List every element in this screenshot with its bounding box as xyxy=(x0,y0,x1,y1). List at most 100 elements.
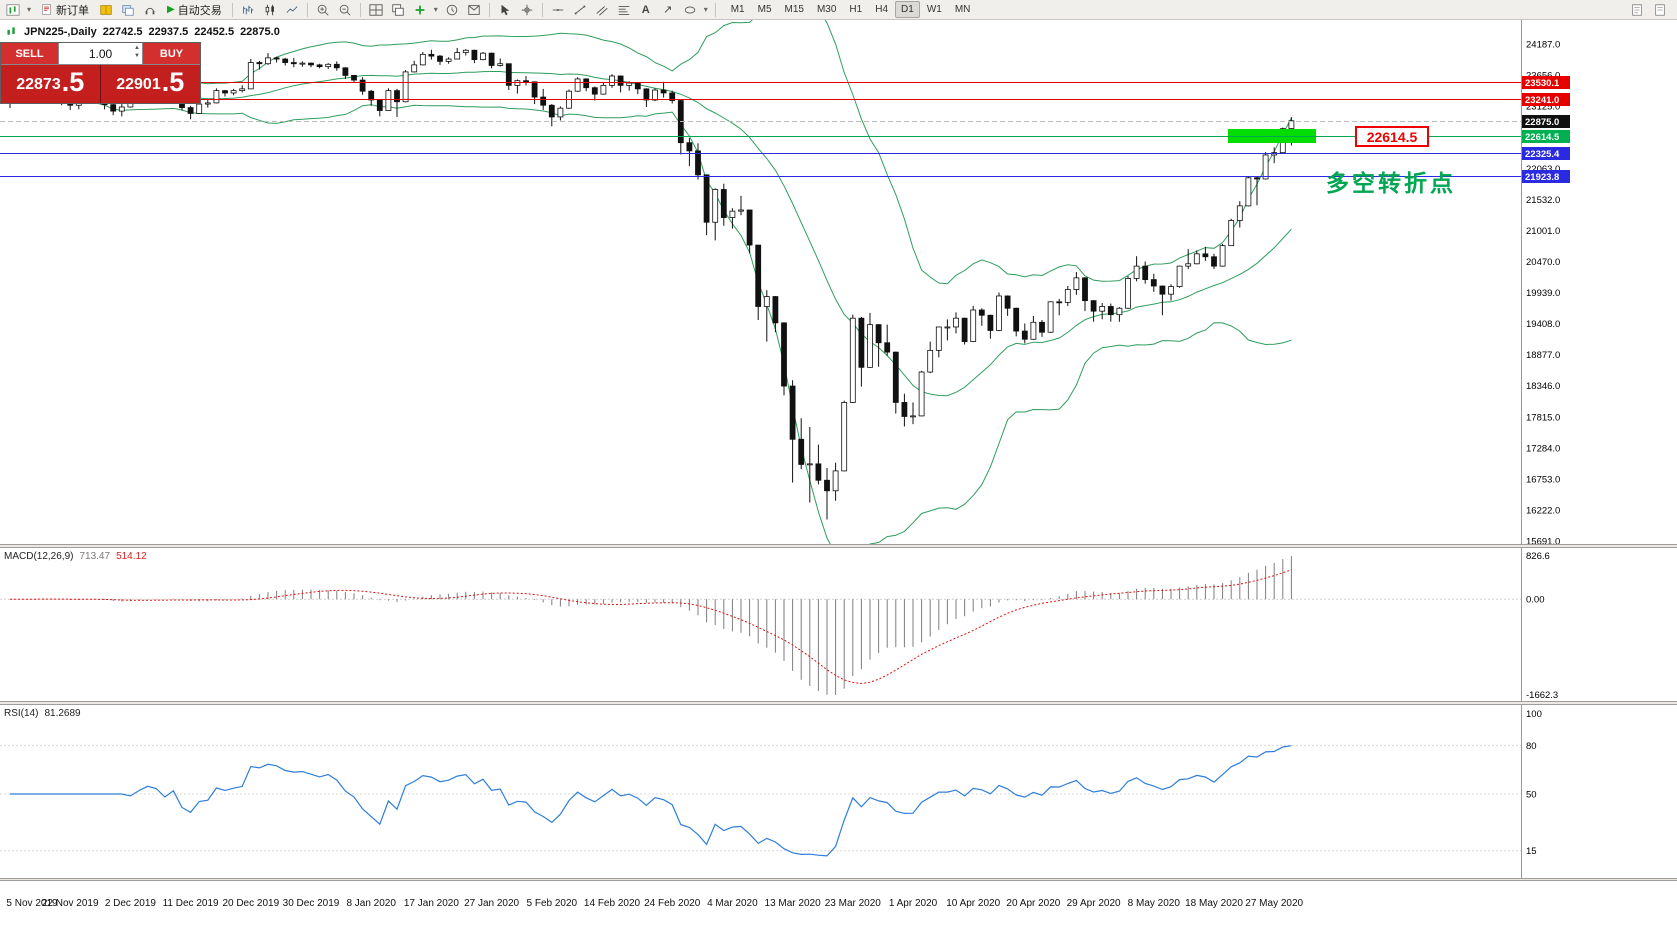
panel-separator[interactable] xyxy=(0,701,1677,705)
window-doc-icon[interactable] xyxy=(1627,2,1647,18)
line-chart-icon[interactable] xyxy=(282,2,302,18)
macd-axis-label: -1662.3 xyxy=(1526,690,1558,701)
date-label: 8 Jan 2020 xyxy=(346,898,396,909)
turning-point-annotation[interactable]: 多空转折点 xyxy=(1326,170,1456,196)
main-chart[interactable]: 24187.023656.023125.022063.021532.021001… xyxy=(0,20,1677,544)
price-badge xyxy=(1522,147,1570,160)
crosshair-icon[interactable] xyxy=(517,2,537,18)
arrows-tool-icon[interactable]: ↗ xyxy=(663,4,673,16)
price-badge-label: 22614.5 xyxy=(1525,132,1560,143)
buy-button[interactable]: BUY xyxy=(143,43,200,64)
timeframe-toolbar: M1 M5 M15 M30 H1 H4 D1 W1 MN xyxy=(725,1,977,18)
price-badge xyxy=(1522,93,1570,106)
timeframe-button-m1[interactable]: M1 xyxy=(730,4,745,15)
date-label: 1 Apr 2020 xyxy=(888,898,938,909)
date-label: 11 Dec 2019 xyxy=(162,898,219,909)
date-label: 10 Apr 2020 xyxy=(946,898,1001,909)
timeframe-button-d1[interactable]: D1 xyxy=(895,1,920,18)
chart-profiles-icon[interactable] xyxy=(118,2,138,18)
new-chart-dropdown-icon[interactable]: ▾ xyxy=(26,5,31,14)
shapes-dropdown-icon[interactable]: ▾ xyxy=(703,5,708,14)
timeframe-button-h1[interactable]: H1 xyxy=(849,4,863,15)
date-label: 18 May 2020 xyxy=(1185,898,1243,909)
one-click-trading-panel: SELL 1.00 ▲ ▼ BUY 22873.5 22901.5 xyxy=(0,42,201,104)
timeframe-button-h4[interactable]: H4 xyxy=(875,4,889,15)
tile-windows-icon[interactable] xyxy=(366,2,386,18)
templates-icon[interactable] xyxy=(464,2,484,18)
panel-separator[interactable] xyxy=(0,544,1677,548)
supply-zone-rectangle[interactable] xyxy=(1228,128,1316,143)
timeframe-button-mn[interactable]: MN xyxy=(954,4,971,15)
date-label: 29 Apr 2020 xyxy=(1066,898,1121,909)
add-indicator-dropdown-icon[interactable]: ▾ xyxy=(433,5,438,14)
rsi-name: RSI(14) xyxy=(4,708,39,719)
window-doc2-icon[interactable] xyxy=(1650,2,1670,18)
macd-panel[interactable]: 826.6 0.00 -1662.3 xyxy=(0,548,1677,701)
price-axis-label: 23125.0 xyxy=(1526,102,1560,113)
price-axis-label: 20470.0 xyxy=(1526,257,1560,268)
panel-separator[interactable] xyxy=(0,878,1677,881)
add-indicator-icon[interactable] xyxy=(410,2,430,18)
candlestick-chart-icon[interactable] xyxy=(260,2,280,18)
date-label: 30 Dec 2019 xyxy=(282,898,340,909)
volume-spinner[interactable]: ▲ ▼ xyxy=(134,44,140,60)
bollinger-bands xyxy=(9,20,1292,544)
ohlc-low: 22452.5 xyxy=(194,25,235,38)
trendline-tool-icon[interactable] xyxy=(570,2,590,18)
macd-name: MACD(12,26,9) xyxy=(4,551,74,562)
date-label: 8 May 2020 xyxy=(1127,898,1180,909)
time-axis[interactable]: 5 Nov 2019 22 Nov 2019 2 Dec 2019 11 Dec 20… xyxy=(0,881,1677,945)
auto-trading-button[interactable]: ▶ 自动交易 xyxy=(162,2,227,18)
period-clock-icon[interactable] xyxy=(442,2,462,18)
sell-button[interactable]: SELL xyxy=(1,43,58,64)
sell-price[interactable]: 22873.5 xyxy=(1,65,101,103)
date-label: 27 Jan 2020 xyxy=(464,898,520,909)
new-chart-icon[interactable] xyxy=(3,2,23,18)
timeframe-button-m5[interactable]: M5 xyxy=(757,4,772,15)
date-label: 13 Mar 2020 xyxy=(764,898,821,909)
cursor-icon[interactable] xyxy=(495,2,515,18)
new-order-button[interactable]: 新订单 xyxy=(35,2,94,18)
bar-chart-icon[interactable] xyxy=(238,2,258,18)
date-label: 14 Feb 2020 xyxy=(583,898,641,909)
sell-price-fraction: .5 xyxy=(61,67,85,97)
rsi-panel[interactable]: 100 80 50 15 xyxy=(0,705,1677,878)
timeframe-button-w1[interactable]: W1 xyxy=(926,4,942,15)
volume-input[interactable]: 1.00 ▲ ▼ xyxy=(58,43,143,64)
symbol-period-label: JPN225-,Daily xyxy=(24,25,97,38)
chart-ohlc-info: JPN225-,Daily 22742.5 22937.5 22452.5 22… xyxy=(5,25,280,38)
price-axis-label: 24187.0 xyxy=(1526,40,1560,51)
channel-tool-icon[interactable] xyxy=(592,2,612,18)
zoom-out-icon[interactable] xyxy=(335,2,355,18)
buy-price[interactable]: 22901.5 xyxy=(100,65,200,103)
horizontal-line-tool-icon[interactable] xyxy=(548,2,568,18)
support-headset-icon[interactable] xyxy=(140,2,160,18)
text-tool-icon[interactable]: A xyxy=(641,3,650,16)
date-label: 24 Feb 2020 xyxy=(644,898,701,909)
macd-axis-label: 826.6 xyxy=(1526,551,1550,562)
rsi-axis-label: 15 xyxy=(1526,846,1537,857)
price-axis-label: 19408.0 xyxy=(1526,319,1560,330)
zoom-in-icon[interactable] xyxy=(313,2,333,18)
cascade-windows-icon[interactable] xyxy=(388,2,408,18)
shapes-tool-icon[interactable] xyxy=(680,2,700,18)
timeframe-button-m30[interactable]: M30 xyxy=(816,4,837,15)
timeframe-button-m15[interactable]: M15 xyxy=(784,4,804,15)
guidebook-icon[interactable] xyxy=(96,2,116,18)
rsi-axis-label: 100 xyxy=(1526,709,1542,720)
price-axis-label: 18877.0 xyxy=(1526,350,1560,361)
price-axis-label: 21532.0 xyxy=(1526,195,1560,206)
fibonacci-tool-icon[interactable] xyxy=(614,2,634,18)
rsi-axis-label: 50 xyxy=(1526,790,1537,801)
zone-price-label[interactable]: 22614.5 xyxy=(1355,126,1429,147)
price-axis-label: 17815.0 xyxy=(1526,412,1560,423)
rsi-axis-label: 80 xyxy=(1526,741,1537,752)
spinner-up-icon[interactable]: ▲ xyxy=(134,45,140,51)
spinner-down-icon[interactable]: ▼ xyxy=(134,53,140,59)
price-badge xyxy=(1522,76,1570,89)
rsi-line xyxy=(10,745,1292,857)
date-label: 20 Dec 2019 xyxy=(222,898,280,909)
sell-price-main: 22873 xyxy=(16,76,61,93)
date-label: 2 Dec 2019 xyxy=(104,898,156,909)
